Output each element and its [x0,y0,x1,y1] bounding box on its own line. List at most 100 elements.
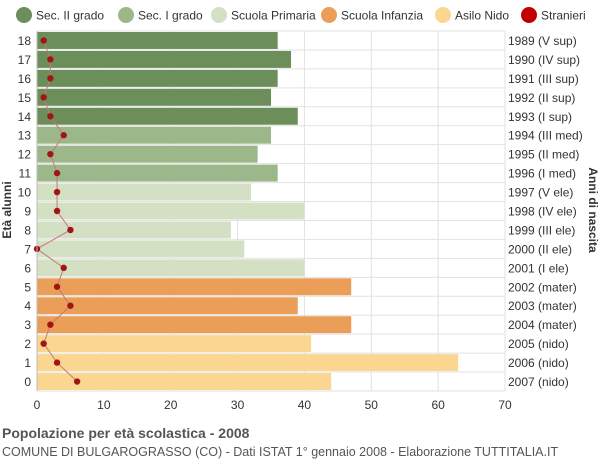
birth-year-label: 2001 (I ele) [508,261,569,275]
birth-year-label: 2000 (II ele) [508,242,572,256]
legend-marker [16,7,32,23]
x-tick-label: 0 [34,398,41,412]
stranieri-point [67,302,74,309]
bar [37,32,278,49]
x-tick-label: 20 [164,398,178,412]
age-tick-label: 9 [24,205,31,219]
age-tick-label: 3 [24,318,31,332]
stranieri-point [53,169,61,177]
age-tick-label: 15 [18,91,32,105]
legend-marker [211,7,227,23]
legend-label: Stranieri [541,9,586,23]
age-tick-label: 5 [24,280,31,294]
bar [37,183,251,201]
birth-year-label: 1995 (II med) [508,148,579,162]
bar [37,259,305,277]
bars [37,32,459,390]
legend-marker [435,7,451,23]
bar [37,50,292,68]
birth-year-label: 1992 (II sup) [508,91,575,105]
birth-year-label: 1990 (IV sup) [508,53,580,67]
stranieri-point [47,56,54,63]
birth-year-label: 1994 (III med) [508,129,583,143]
stranieri-series [33,37,81,385]
bar [37,164,278,182]
birth-year-label: 2007 (nido) [508,375,569,389]
age-tick-label: 0 [24,375,31,389]
bar [37,221,231,239]
stranieri-point [40,94,47,101]
chart-title: Popolazione per età scolastica - 2008 [2,425,250,441]
stranieri-point [53,283,61,290]
x-tick-label: 60 [431,398,445,412]
legend-label: Sec. I grado [138,9,203,23]
stranieri-point [47,150,54,158]
age-tick-label: 11 [19,167,32,181]
x-tick-label: 10 [97,398,111,412]
legend-label: Scuola Primaria [231,9,316,23]
legend-marker [321,7,337,23]
grid [36,30,506,392]
birth-year-label: 2002 (mater) [508,280,577,294]
age-tick-label: 10 [18,186,32,200]
stranieri-point [40,37,47,44]
birth-year-label: 1996 (I med) [508,167,576,181]
birth-year-label: 1993 (I sup) [508,110,572,124]
age-tick-label: 18 [18,34,32,48]
stranieri-point [47,113,54,120]
age-tick-label: 1 [24,356,31,370]
x-tick-label: 50 [365,398,379,412]
bar [37,126,271,144]
stranieri-point [53,359,61,366]
chart-subtitle: COMUNE DI BULGAROGRASSO (CO) - Dati ISTA… [2,445,559,459]
birth-year-label: 2005 (nido) [508,337,569,351]
legend: Sec. II grado Sec. I grado Scuola Primaria… [16,7,586,23]
bar [37,354,459,372]
stranieri-point [47,75,54,82]
age-tick-label: 16 [18,72,32,86]
birth-year-label: 2004 (mater) [508,318,577,332]
bar [37,316,352,334]
age-tick-label: 14 [18,110,32,124]
bar [37,202,305,220]
birth-year-label: 2003 (mater) [508,299,577,313]
age-tick-label: 7 [24,242,31,256]
stranieri-point [60,132,67,139]
birth-year-label: 1998 (IV ele) [508,205,577,219]
bar [37,373,332,390]
birth-year-label: 1999 (III ele) [508,223,575,237]
birth-year-label: 1989 (V sup) [508,34,577,48]
stranieri-point [60,264,67,272]
stranieri-point [40,340,47,347]
age-tick-label: 17 [18,53,32,67]
legend-label: Asilo Nido [455,9,509,23]
stranieri-point [53,188,61,196]
bar [37,107,298,125]
legend-marker [118,7,134,23]
age-tick-label: 12 [18,148,32,162]
age-tick-label: 13 [18,129,32,143]
bar [37,335,312,353]
y-axis-label-right: Anni di nascita [586,167,600,253]
x-tick-label: 70 [498,398,512,412]
age-tick-label: 2 [24,337,31,351]
stranieri-point [67,226,74,234]
birth-year-label: 1991 (III sup) [508,72,579,86]
age-tick-label: 6 [24,261,31,275]
age-tick-label: 8 [24,223,31,237]
birth-year-label: 1997 (V ele) [508,186,573,200]
birth-year-label: 2006 (nido) [508,356,569,370]
bar [37,278,352,296]
bar [37,240,245,258]
stranieri-point [53,207,61,215]
stranieri-point [73,378,81,385]
legend-marker [521,7,537,23]
legend-label: Sec. II grado [36,9,104,23]
bar [37,297,298,315]
bar [37,88,271,106]
legend-label: Scuola Infanzia [341,9,423,23]
x-tick-label: 30 [231,398,245,412]
bar [37,145,258,163]
